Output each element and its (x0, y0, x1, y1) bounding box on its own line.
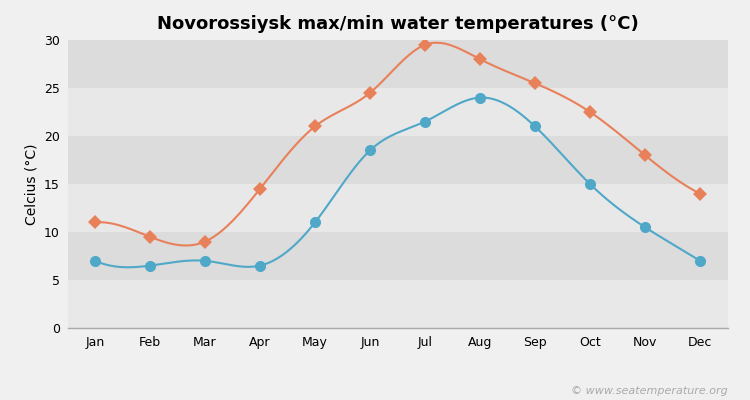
Legend: Max, Min: Max, Min (283, 398, 446, 400)
Bar (68, 184, 728, 232)
Bar (68, 40, 728, 88)
Bar (68, 136, 728, 184)
Title: Novorossiysk max/min water temperatures (°C): Novorossiysk max/min water temperatures … (157, 15, 638, 33)
Bar (68, 280, 728, 328)
Y-axis label: Celcius (°C): Celcius (°C) (25, 143, 38, 225)
Bar (68, 88, 728, 136)
Bar (68, 232, 728, 280)
Text: © www.seatemperature.org: © www.seatemperature.org (571, 386, 728, 396)
